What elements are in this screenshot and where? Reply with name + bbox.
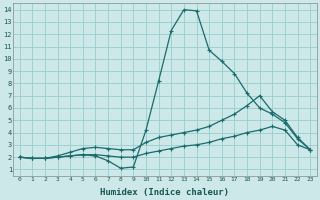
- X-axis label: Humidex (Indice chaleur): Humidex (Indice chaleur): [100, 188, 229, 197]
